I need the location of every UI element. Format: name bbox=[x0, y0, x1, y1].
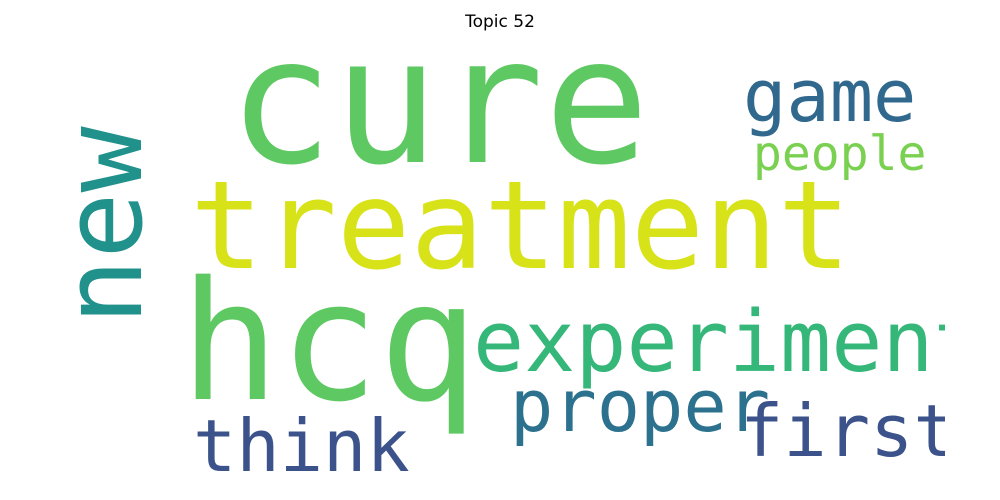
word-hcq: hcq bbox=[180, 246, 479, 438]
word-game: game bbox=[743, 55, 917, 138]
figure-title: Topic 52 bbox=[465, 12, 535, 32]
word-first: first bbox=[740, 389, 945, 473]
word-new: new bbox=[78, 126, 167, 325]
word-people: people bbox=[753, 126, 927, 182]
word-think: think bbox=[193, 404, 410, 485]
word-cure: cure bbox=[228, 55, 650, 204]
word-treatment: treatment bbox=[190, 155, 852, 297]
word-cloud: cure treatment hcq new experiment game p… bbox=[78, 55, 945, 485]
word-proper: proper bbox=[510, 364, 771, 448]
word-experiment: experiment bbox=[473, 293, 945, 392]
